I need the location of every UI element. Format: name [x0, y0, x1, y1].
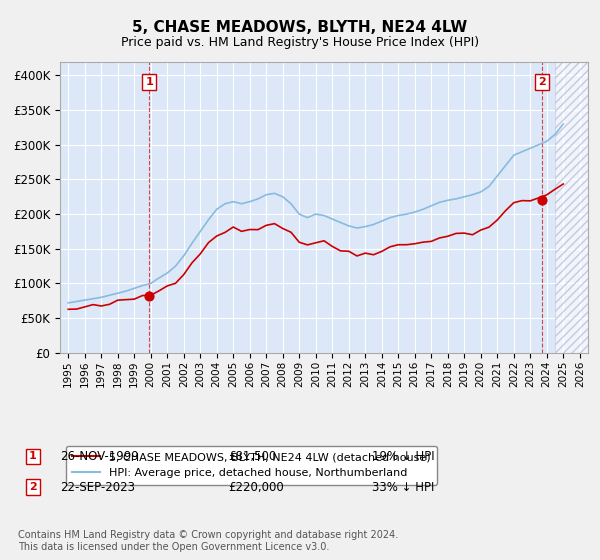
- Legend: 5, CHASE MEADOWS, BLYTH, NE24 4LW (detached house), HPI: Average price, detached: 5, CHASE MEADOWS, BLYTH, NE24 4LW (detac…: [65, 446, 437, 484]
- Point: [144, 292, 154, 301]
- Text: Contains HM Land Registry data © Crown copyright and database right 2024.
This d: Contains HM Land Registry data © Crown c…: [18, 530, 398, 552]
- Text: 26-NOV-1999: 26-NOV-1999: [60, 450, 139, 463]
- Text: £81,500: £81,500: [228, 450, 276, 463]
- Text: 22-SEP-2023: 22-SEP-2023: [60, 480, 135, 494]
- Text: £220,000: £220,000: [228, 480, 284, 494]
- Text: 33% ↓ HPI: 33% ↓ HPI: [372, 480, 434, 494]
- Text: 2: 2: [538, 77, 546, 87]
- Point: [538, 196, 547, 205]
- Text: 19% ↓ HPI: 19% ↓ HPI: [372, 450, 434, 463]
- Text: Price paid vs. HM Land Registry's House Price Index (HPI): Price paid vs. HM Land Registry's House …: [121, 36, 479, 49]
- Text: 1: 1: [29, 451, 37, 461]
- Text: 2: 2: [29, 482, 37, 492]
- Text: 5, CHASE MEADOWS, BLYTH, NE24 4LW: 5, CHASE MEADOWS, BLYTH, NE24 4LW: [133, 20, 467, 35]
- Text: 1: 1: [145, 77, 153, 87]
